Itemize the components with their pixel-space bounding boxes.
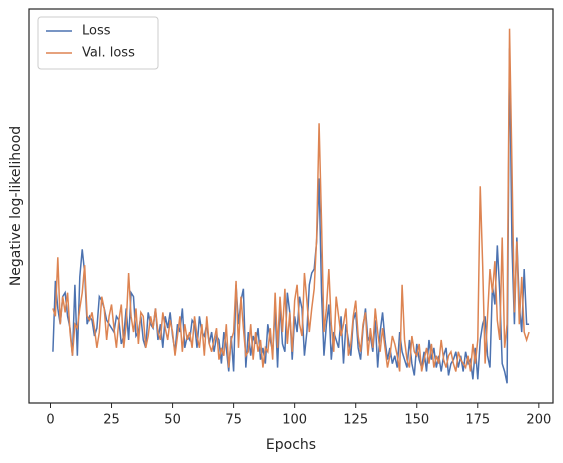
x-tick-label: 125: [343, 413, 368, 428]
x-tick-label: 75: [225, 413, 242, 428]
x-tick-label: 200: [526, 413, 551, 428]
y-axis-label: Negative log-likelihood: [8, 126, 24, 286]
x-axis-label: Epochs: [266, 437, 316, 453]
legend-label: Loss: [82, 24, 111, 39]
x-tick-label: 100: [282, 413, 307, 428]
x-tick-label: 0: [46, 413, 54, 428]
x-tick-label: 150: [404, 413, 429, 428]
x-tick-label: 25: [103, 413, 120, 428]
x-tick-label: 50: [164, 413, 181, 428]
legend-box: [37, 16, 159, 70]
x-tick-label: 175: [465, 413, 490, 428]
line-series: [52, 28, 530, 372]
plot-frame: [28, 8, 554, 404]
legend-label: Val. loss: [82, 46, 135, 61]
